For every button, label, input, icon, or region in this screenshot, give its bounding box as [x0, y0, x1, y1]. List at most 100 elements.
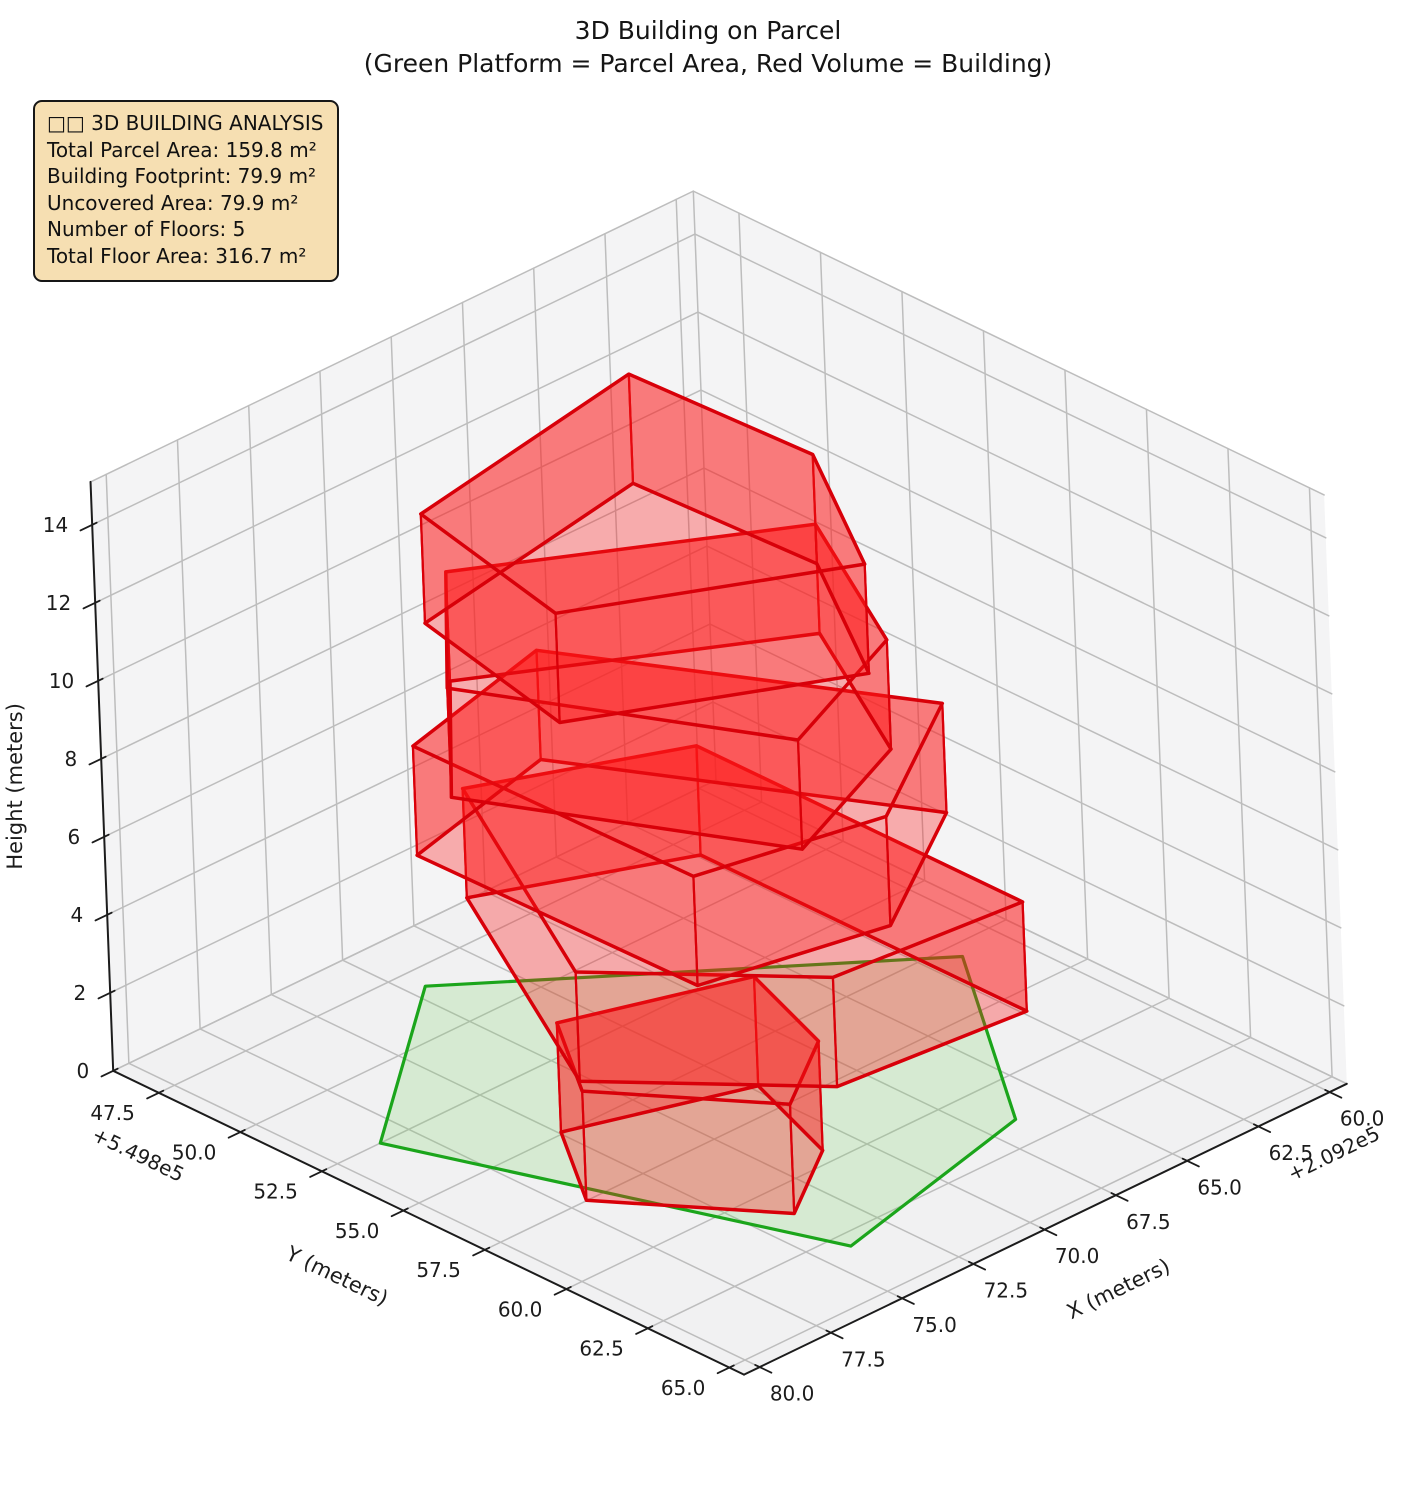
- grid-line-z-wall-x: [703, 467, 1336, 773]
- tick-z: [100, 1067, 119, 1078]
- tick-y: [146, 1089, 165, 1100]
- grid-line-y-floor: [647, 1036, 1252, 1330]
- tick-label-x: 75.0: [912, 1313, 957, 1337]
- grid-line-z-wall-x: [697, 311, 1330, 617]
- tick-y: [227, 1128, 246, 1139]
- grid-line-y-floor: [565, 997, 1170, 1290]
- grid-line-x-floor: [128, 1062, 761, 1368]
- tick-label-y: 57.5: [416, 1258, 461, 1282]
- tick-label-y: 65.0: [661, 1376, 706, 1400]
- tick-label-z: 4: [70, 903, 83, 927]
- grid-line-y-wall: [1308, 487, 1333, 1078]
- tick-x: [1181, 1157, 1200, 1168]
- grid-line-y-floor: [321, 879, 926, 1173]
- grid-line-y-wall: [819, 251, 844, 842]
- grid-line-x-wall: [461, 301, 486, 893]
- tick-label-x: 80.0: [770, 1382, 815, 1406]
- chart-title-line2: (Green Platform = Parcel Area, Red Volum…: [363, 49, 1053, 78]
- tick-x: [896, 1295, 915, 1305]
- y-axis-label: Y (meters): [281, 1241, 391, 1311]
- tick-label-x: 72.5: [984, 1279, 1029, 1303]
- tick-x: [968, 1260, 987, 1271]
- tick-z: [91, 833, 110, 844]
- building-floor-5-top-outline: [419, 372, 867, 616]
- tick-label-z: 12: [46, 591, 71, 615]
- grid-line-z-wall-x: [709, 623, 1342, 929]
- grid-line-z-wall-x: [694, 233, 1327, 539]
- grid-line-z-wall-x: [706, 545, 1339, 851]
- tick-y: [716, 1364, 735, 1375]
- info-total-parcel-area: Total Parcel Area: 159.8 m²: [47, 137, 317, 162]
- grid-line-x-wall: [176, 439, 201, 1030]
- building-floor-1-side-face: [581, 1089, 796, 1215]
- info-building-footprint: Building Footprint: 79.9 m²: [47, 164, 317, 189]
- tick-y: [309, 1168, 328, 1178]
- pane-edge: [715, 779, 1348, 1085]
- tick-x: [1253, 1123, 1272, 1133]
- pane-edge: [692, 190, 1325, 496]
- axis-line-y: [112, 1069, 745, 1376]
- tick-label-z: 14: [43, 513, 68, 537]
- tick-z: [85, 677, 104, 688]
- grid-line-x-floor: [341, 959, 975, 1265]
- pane-edge: [89, 190, 695, 483]
- grid-line-y-wall: [1227, 447, 1252, 1039]
- chart-title-line1: 3D Building on Parcel: [574, 16, 842, 45]
- pane-wall-x: [693, 191, 1347, 1084]
- building-floor-5-bottom-outline: [423, 481, 871, 725]
- grid-line-x-wall: [675, 198, 700, 790]
- analysis-info-box: □□ 3D BUILDING ANALYSIS Total Parcel Are…: [33, 100, 340, 282]
- grid-line-z-wall-y: [109, 701, 714, 994]
- grid-line-z-wall-y: [97, 389, 702, 682]
- tick-label-y: 60.0: [498, 1297, 543, 1321]
- grid-line-z-wall-x: [712, 701, 1345, 1007]
- grid-line-z-wall-x: [700, 389, 1333, 695]
- grid-line-x-wall: [390, 336, 415, 927]
- info-box-title: □□ 3D BUILDING ANALYSIS: [47, 111, 324, 135]
- tick-z: [82, 599, 101, 610]
- grid-line-x-floor: [270, 993, 903, 1300]
- tick-y: [553, 1285, 572, 1296]
- tick-label-y: 62.5: [579, 1337, 624, 1361]
- grid-line-x-wall: [319, 370, 344, 961]
- grid-line-x-floor: [484, 890, 1117, 1196]
- grid-line-y-floor: [158, 801, 763, 1094]
- axis-line-z: [89, 480, 115, 1072]
- tick-y: [635, 1325, 654, 1335]
- tick-x: [754, 1363, 773, 1374]
- grid-line-y-floor: [728, 1076, 1333, 1369]
- tick-y: [390, 1207, 409, 1218]
- grid-line-x-wall: [532, 267, 558, 858]
- grid-line-x-wall: [105, 473, 130, 1065]
- info-total-floor-area: Total Floor Area: 316.7 m²: [47, 243, 307, 268]
- tick-label-y: 50.0: [172, 1140, 217, 1164]
- grid-line-x-floor: [555, 856, 1188, 1162]
- grid-line-x-floor: [199, 1028, 832, 1334]
- building-floor-4-bottom-outline: [448, 631, 893, 851]
- tick-label-x: 65.0: [1197, 1175, 1242, 1199]
- grid-line-y-floor: [239, 840, 844, 1133]
- info-uncovered-area: Uncovered Area: 79.9 m²: [47, 190, 299, 215]
- tick-z: [79, 521, 98, 532]
- grid-line-z-wall-y: [94, 311, 699, 604]
- z-axis-label: Height (meters): [3, 703, 27, 870]
- grid-line-y-wall: [1064, 369, 1089, 960]
- grid-line-y-wall: [982, 330, 1007, 921]
- pane-edge: [112, 779, 717, 1072]
- building-floor-4-top-outline: [444, 522, 889, 742]
- grid-line-y-wall: [901, 290, 926, 882]
- chart-title: 3D Building on Parcel (Green Platform = …: [0, 14, 1416, 80]
- tick-x: [1110, 1192, 1129, 1202]
- tick-label-z: 8: [64, 747, 77, 771]
- tick-label-x: 67.5: [1126, 1210, 1171, 1234]
- tick-label-z: 6: [67, 825, 80, 849]
- tick-x: [825, 1329, 844, 1340]
- info-number-of-floors: Number of Floors: 5: [47, 217, 246, 242]
- tick-label-x: 77.5: [841, 1347, 886, 1371]
- tick-label-z: 0: [76, 1059, 89, 1083]
- building-floor-1-bottom-outline: [559, 1084, 825, 1216]
- grid-line-y-wall: [1145, 408, 1170, 999]
- tick-label-z: 2: [73, 981, 86, 1005]
